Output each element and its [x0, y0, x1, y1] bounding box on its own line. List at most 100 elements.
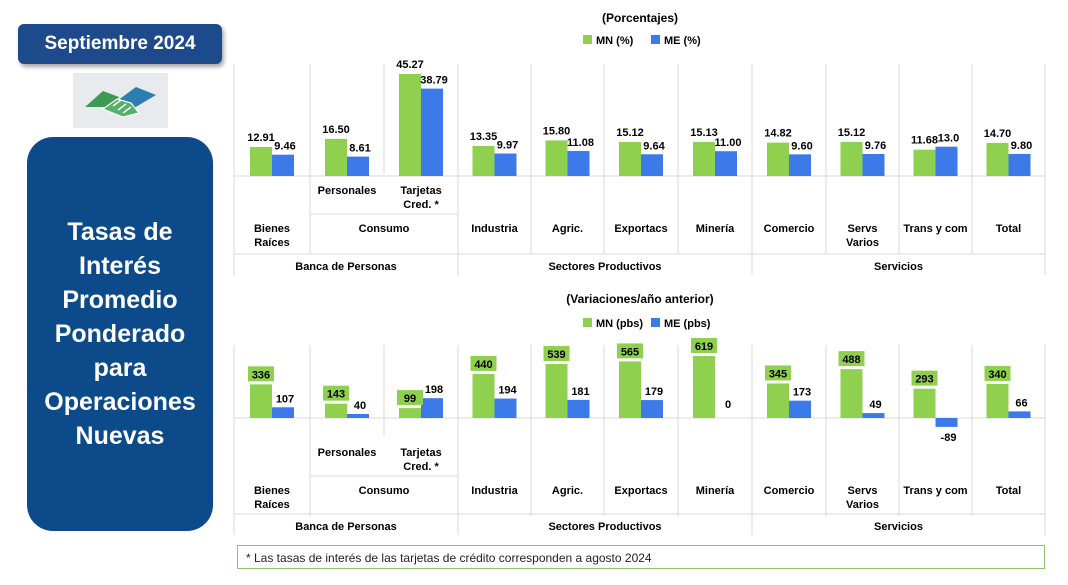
category-label: Trans y com [903, 485, 967, 497]
bar-me [347, 413, 369, 418]
bar-mn [472, 145, 495, 176]
chart-title: (Porcentajes) [602, 11, 678, 25]
category-label: Cred. * [403, 461, 439, 473]
category-label: Exportacs [614, 223, 667, 235]
data-label-me: 13.0 [938, 133, 959, 145]
data-label-mn: 16.50 [322, 124, 350, 136]
bar-mn [767, 142, 789, 176]
data-label-bg [765, 365, 791, 381]
bar-me [272, 154, 294, 176]
data-label-mn: 143 [327, 389, 345, 401]
group-label: Servicios [874, 521, 923, 533]
data-label-me: 49 [869, 399, 881, 411]
data-label-me: 194 [498, 385, 517, 397]
data-label-me: 0 [725, 399, 731, 411]
data-label-mn: 565 [621, 346, 639, 358]
data-label-me: 107 [276, 393, 294, 405]
legend-label-mn: MN (pbs) [596, 318, 643, 330]
data-label-mn: 45.27 [396, 59, 424, 71]
data-label-me: 38.79 [420, 75, 448, 87]
bar-mn [913, 388, 936, 418]
data-label-mn: 99 [404, 393, 416, 405]
category-label: Servs [848, 223, 878, 235]
bar-me [935, 418, 958, 427]
category-label: Trans y com [903, 223, 967, 235]
data-label-me: 9.80 [1011, 140, 1032, 152]
bar-mn [986, 142, 1009, 176]
bar-mn [767, 383, 789, 418]
data-label-mn: 13.35 [470, 131, 498, 143]
bar-me [789, 400, 811, 418]
data-label-me: -89 [941, 432, 957, 444]
category-label: Comercio [764, 485, 815, 497]
category-label: Raíces [254, 499, 289, 511]
category-label: Bienes [254, 223, 290, 235]
legend-swatch-me [651, 318, 660, 327]
bar-mn [472, 373, 495, 418]
category-label: Varios [846, 499, 879, 511]
footnote: * Las tasas de interés de las tarjetas d… [237, 545, 1045, 569]
bar-mn [250, 384, 272, 418]
category-label: Exportacs [614, 485, 667, 497]
bar-mn [619, 361, 641, 418]
data-label-me: 198 [425, 384, 443, 396]
data-label-me: 9.46 [274, 141, 295, 153]
bar-me [862, 154, 885, 176]
data-label-me: 40 [354, 400, 366, 412]
category-label: Tarjetas [400, 447, 441, 459]
data-label-bg [323, 385, 349, 401]
category-label: Personales [318, 447, 377, 459]
legend-swatch-mn [583, 318, 592, 327]
group-label: Sectores Productivos [548, 261, 661, 273]
bar-me [347, 156, 369, 176]
bar-me [715, 151, 737, 176]
consumo-label: Consumo [359, 223, 410, 235]
category-label: Bienes [254, 485, 290, 497]
data-label-bg [617, 343, 643, 359]
category-label: Cred. * [403, 199, 439, 211]
bar-mn [913, 149, 936, 176]
category-label: Total [996, 223, 1021, 235]
category-label: Minería [696, 223, 735, 235]
bar-mn [619, 141, 641, 176]
data-label-bg [248, 366, 274, 382]
bar-me [421, 88, 443, 176]
data-label-bg [911, 370, 938, 386]
group-label: Banca de Personas [295, 261, 397, 273]
bar-me [935, 146, 958, 176]
data-label-me: 173 [793, 387, 811, 399]
bar-me [494, 153, 517, 176]
data-label-me: 9.97 [497, 140, 518, 152]
category-label: Total [996, 485, 1021, 497]
bar-mn [840, 369, 863, 418]
bar-mn [840, 141, 863, 176]
category-label: Agric. [552, 485, 583, 497]
data-label-mn: 336 [252, 369, 270, 381]
legend-label-me: ME (pbs) [664, 318, 711, 330]
data-label-mn: 15.12 [838, 127, 866, 139]
data-label-mn: 440 [474, 359, 492, 371]
data-label-mn: 293 [915, 374, 933, 386]
data-label-mn: 14.70 [984, 128, 1012, 140]
bar-me [272, 407, 294, 418]
category-label: Personales [318, 185, 377, 197]
bar-me [567, 151, 590, 176]
bar-mn [986, 383, 1009, 418]
data-label-me: 9.76 [865, 140, 886, 152]
category-label: Tarjetas [400, 185, 441, 197]
data-label-me: 179 [645, 386, 663, 398]
data-label-mn: 11.68 [911, 135, 938, 147]
bar-mn [693, 356, 715, 418]
data-label-me: 8.61 [349, 143, 370, 155]
data-label-mn: 539 [547, 349, 565, 361]
bar-me [789, 154, 811, 176]
bar-mn [325, 138, 347, 176]
data-label-bg [691, 338, 717, 353]
bar-me [421, 398, 443, 418]
bar-mn [250, 146, 272, 176]
category-label: Agric. [552, 223, 583, 235]
bar-me [641, 154, 663, 176]
legend-label-me: ME (%) [664, 35, 701, 47]
title-panel: Tasas de Interés Promedio Ponderado para… [27, 137, 213, 531]
data-label-mn: 488 [842, 354, 860, 366]
